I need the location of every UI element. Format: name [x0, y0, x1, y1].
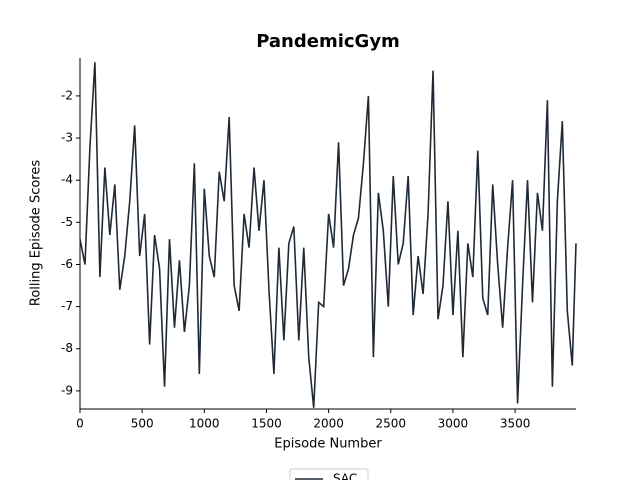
y-axis-label: Rolling Episode Scores — [29, 160, 44, 306]
x-tick-label: 1000 — [189, 417, 220, 431]
chart-title: PandemicGym — [256, 31, 400, 52]
x-tick-label: 2000 — [313, 417, 344, 431]
y-tick-label: -7 — [61, 299, 73, 313]
y-tick-label: -9 — [61, 383, 73, 397]
y-tick-label: -8 — [61, 341, 73, 355]
x-tick-label: 0 — [76, 417, 84, 431]
x-tick-label: 3000 — [438, 417, 469, 431]
x-tick-label: 2500 — [376, 417, 407, 431]
legend-label: SAC — [333, 472, 357, 480]
legend-box — [289, 468, 369, 480]
data-line — [79, 62, 577, 408]
x-tick-label: 500 — [131, 417, 154, 431]
x-tick-label: 1500 — [251, 417, 282, 431]
y-tick-label: -5 — [61, 215, 73, 229]
x-tick-label: 3500 — [500, 417, 531, 431]
y-tick-label: -3 — [61, 131, 73, 145]
y-tick-label: -2 — [61, 88, 73, 102]
y-tick-label: -6 — [61, 257, 73, 271]
x-axis-label: Episode Number — [274, 437, 382, 452]
y-tick-label: -4 — [61, 173, 73, 187]
